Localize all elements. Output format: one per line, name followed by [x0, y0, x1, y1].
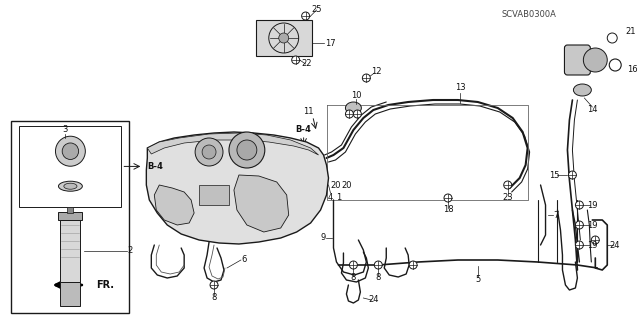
Ellipse shape [64, 183, 77, 189]
Text: 10: 10 [351, 91, 362, 100]
Circle shape [374, 261, 382, 269]
Text: SCVAB0300A: SCVAB0300A [501, 10, 556, 19]
Circle shape [229, 132, 265, 168]
Bar [67, 207, 74, 212]
Text: 20: 20 [341, 182, 352, 190]
Polygon shape [234, 175, 289, 232]
Text: 19: 19 [587, 220, 598, 229]
Text: 2: 2 [127, 246, 132, 255]
Bar [19, 126, 122, 207]
Circle shape [362, 74, 371, 82]
Circle shape [584, 48, 607, 72]
Text: 3: 3 [63, 125, 68, 134]
Text: 19: 19 [587, 201, 598, 210]
Circle shape [591, 236, 599, 244]
Text: 25: 25 [311, 5, 322, 14]
Text: 21: 21 [625, 27, 636, 36]
Circle shape [568, 171, 577, 179]
Circle shape [349, 261, 357, 269]
Text: 6: 6 [241, 256, 246, 264]
Circle shape [504, 181, 512, 189]
Circle shape [409, 261, 417, 269]
Text: 23: 23 [502, 194, 513, 203]
Bar [12, 121, 129, 313]
Bar [199, 185, 229, 205]
Text: 18: 18 [443, 205, 453, 214]
Text: 22: 22 [301, 60, 312, 69]
Text: 16: 16 [627, 65, 638, 75]
Polygon shape [154, 185, 194, 225]
Bar [58, 211, 83, 219]
Circle shape [279, 33, 289, 43]
Bar [60, 219, 81, 282]
Text: 13: 13 [454, 84, 465, 93]
Polygon shape [256, 20, 312, 56]
Text: 8: 8 [376, 273, 381, 283]
Polygon shape [147, 133, 319, 155]
Circle shape [56, 136, 85, 166]
Text: 8: 8 [351, 273, 356, 283]
Ellipse shape [346, 102, 362, 114]
Circle shape [346, 110, 353, 118]
Circle shape [575, 201, 584, 209]
Text: 24: 24 [609, 241, 620, 249]
Text: B-4: B-4 [296, 125, 312, 135]
Text: 15: 15 [549, 170, 559, 180]
Circle shape [575, 221, 584, 229]
Bar [60, 282, 81, 306]
Text: 7: 7 [553, 211, 558, 219]
Ellipse shape [573, 84, 591, 96]
Text: 12: 12 [371, 68, 381, 77]
Text: 20: 20 [330, 182, 340, 190]
Text: 24: 24 [368, 295, 379, 305]
Ellipse shape [58, 181, 83, 191]
Text: 5: 5 [476, 276, 481, 285]
Circle shape [301, 12, 310, 20]
Text: B-4: B-4 [147, 162, 163, 171]
Polygon shape [147, 132, 328, 244]
Text: FR.: FR. [97, 280, 115, 290]
Text: 11: 11 [303, 108, 314, 116]
Text: 14: 14 [587, 106, 598, 115]
Circle shape [237, 140, 257, 160]
Circle shape [575, 241, 584, 249]
Text: 8: 8 [211, 293, 217, 302]
FancyBboxPatch shape [564, 45, 590, 75]
Text: 9: 9 [321, 234, 326, 242]
Circle shape [444, 194, 452, 202]
Circle shape [195, 138, 223, 166]
Circle shape [210, 281, 218, 289]
Text: 1: 1 [336, 194, 341, 203]
Circle shape [202, 145, 216, 159]
Text: 17: 17 [326, 39, 336, 48]
Text: 4: 4 [328, 194, 333, 203]
Circle shape [62, 143, 79, 160]
Circle shape [292, 56, 300, 64]
Circle shape [353, 110, 362, 118]
Text: 19: 19 [587, 241, 598, 249]
